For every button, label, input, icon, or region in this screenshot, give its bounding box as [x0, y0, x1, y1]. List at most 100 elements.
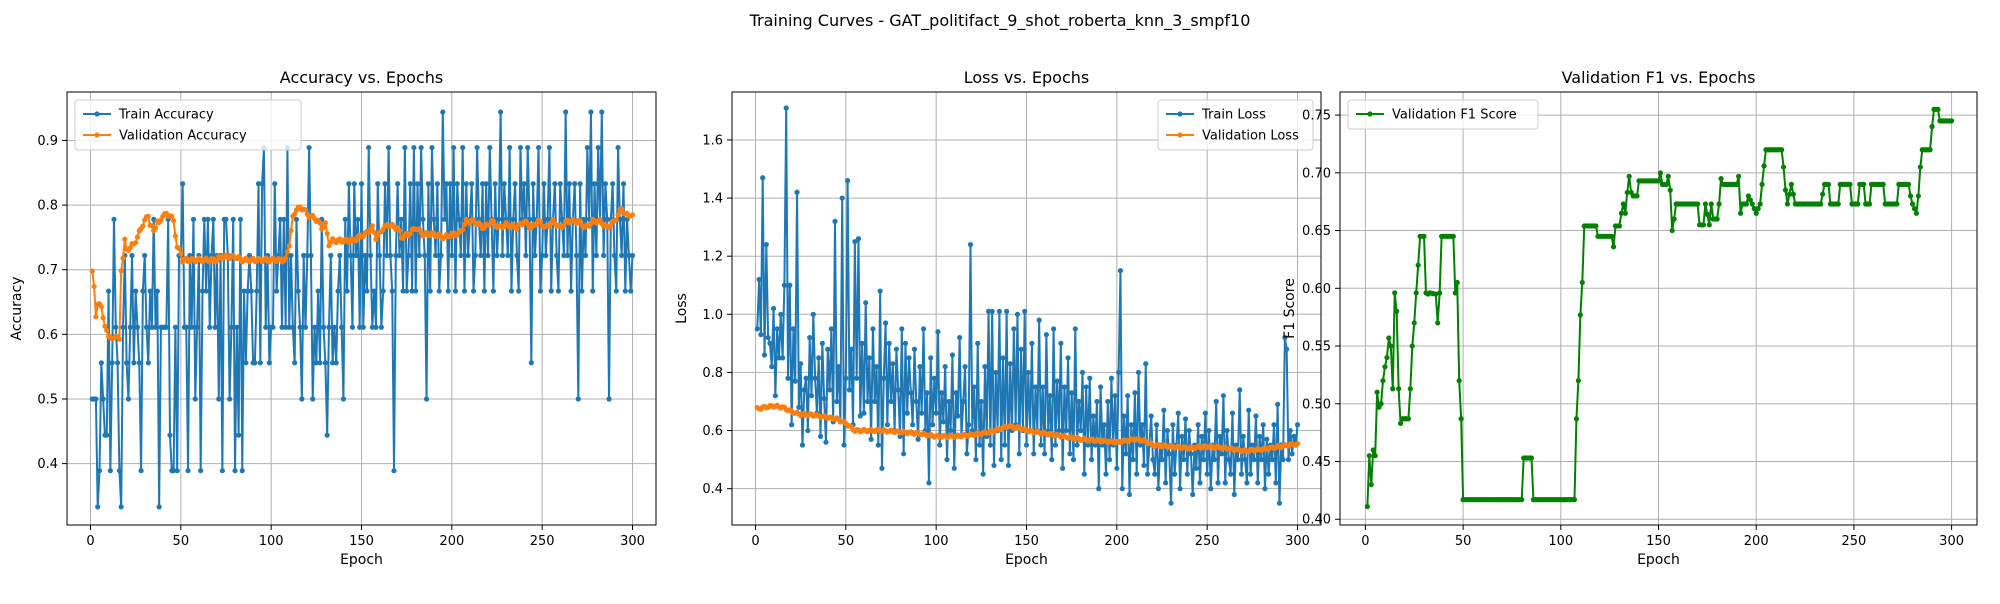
data-point — [1415, 262, 1421, 268]
data-point — [1571, 497, 1578, 503]
data-point — [1206, 427, 1212, 434]
data-point — [550, 216, 556, 222]
data-point — [1184, 471, 1190, 477]
data-point — [1413, 290, 1419, 296]
data-point — [1704, 211, 1710, 217]
data-point — [116, 468, 122, 474]
data-point — [1253, 413, 1259, 419]
data-point — [1193, 465, 1199, 471]
data-point — [1392, 290, 1398, 296]
data-point — [1065, 355, 1071, 361]
data-point — [140, 223, 146, 229]
data-point — [1249, 442, 1255, 448]
data-point — [431, 216, 437, 222]
data-point — [510, 216, 516, 222]
data-point — [391, 468, 397, 474]
data-point — [149, 324, 155, 330]
data-point — [812, 375, 818, 381]
data-point — [288, 252, 294, 259]
data-point — [602, 181, 609, 187]
data-point — [1669, 227, 1675, 234]
data-point — [561, 252, 567, 259]
data-point — [438, 252, 444, 259]
data-point — [929, 422, 936, 428]
data-point — [1743, 201, 1750, 207]
series-0-0 — [89, 109, 636, 510]
data-point — [1096, 486, 1102, 492]
data-point — [960, 398, 966, 405]
y-tick-label: 1.0 — [702, 308, 723, 323]
data-point — [499, 252, 506, 259]
data-point — [1386, 335, 1392, 341]
data-point — [1663, 181, 1669, 187]
data-point — [846, 387, 853, 393]
data-point — [951, 465, 957, 471]
y-tick-label: 0.9 — [37, 134, 58, 149]
data-point — [779, 355, 786, 361]
data-point — [120, 324, 126, 330]
data-point — [1029, 340, 1035, 346]
data-point — [1282, 334, 1288, 341]
data-point — [1103, 471, 1109, 477]
data-point — [1219, 451, 1225, 457]
data-point — [872, 398, 878, 405]
data-point — [1141, 462, 1147, 469]
data-point — [1244, 480, 1250, 486]
data-point — [1747, 197, 1753, 203]
data-point — [423, 396, 430, 402]
data-point — [789, 422, 795, 428]
data-point — [911, 346, 918, 352]
y-tick-label: 0.4 — [37, 457, 58, 472]
data-point — [400, 288, 406, 294]
data-point — [512, 181, 518, 187]
data-point — [1094, 398, 1100, 405]
data-point — [557, 181, 563, 187]
series-line — [92, 111, 634, 508]
data-point — [1105, 398, 1111, 405]
data-point — [863, 300, 869, 306]
data-point — [1753, 210, 1759, 216]
data-point — [367, 252, 374, 259]
data-point — [975, 340, 981, 346]
data-point — [1454, 279, 1460, 286]
data-point — [1058, 340, 1064, 346]
y-tick-label: 0.8 — [37, 199, 58, 214]
data-point — [326, 324, 332, 330]
data-point — [886, 340, 892, 346]
data-point — [1215, 480, 1221, 486]
data-point — [1366, 453, 1372, 459]
data-point — [1935, 106, 1941, 112]
data-point — [1056, 427, 1062, 434]
data-point — [938, 390, 945, 396]
data-point — [763, 241, 769, 248]
data-point — [1061, 384, 1068, 390]
data-point — [317, 220, 323, 226]
data-point — [772, 393, 778, 399]
data-point — [1374, 389, 1380, 395]
data-point — [329, 360, 336, 366]
x-tick-label: 200 — [1744, 534, 1769, 549]
data-point — [1396, 386, 1402, 392]
data-point — [507, 144, 513, 151]
data-point — [1749, 201, 1755, 207]
data-point — [172, 324, 178, 330]
data-point — [324, 432, 330, 438]
data-point — [832, 218, 838, 224]
data-point — [563, 109, 569, 115]
x-tick-label: 100 — [1548, 534, 1573, 549]
data-point — [393, 252, 399, 259]
data-point — [1121, 413, 1127, 419]
data-point — [1161, 407, 1167, 413]
data-point — [402, 144, 408, 151]
data-point — [966, 422, 972, 428]
data-point — [561, 223, 567, 229]
data-point — [821, 395, 827, 402]
data-point — [803, 375, 809, 381]
data-point — [152, 225, 159, 231]
data-point — [286, 324, 292, 330]
data-point — [626, 252, 632, 259]
data-point — [1788, 181, 1794, 187]
data-point — [1108, 375, 1115, 381]
data-point — [919, 410, 925, 416]
data-point — [528, 360, 534, 366]
